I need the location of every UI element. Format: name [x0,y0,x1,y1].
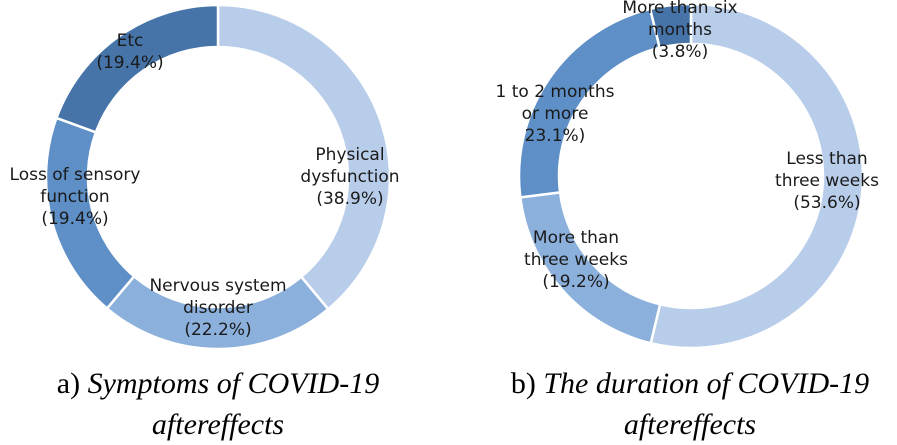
slice-label-line: three weeks [524,250,628,270]
slice-label-a-0: Physical dysfunction (38.9%) [300,145,399,209]
slice-label-line: or more [522,104,589,124]
slice-label-line: months [648,20,712,40]
slice-label-line: (3.8%) [652,42,708,62]
slice-label-line: (22.2%) [184,320,251,340]
slice-label-line: (38.9%) [316,189,383,209]
slice-label-a-2: Loss of sensory function (19.4%) [10,165,141,229]
donut-slice-a-0 [216,3,392,311]
slice-label-line: Nervous system [149,276,286,296]
slice-label-b-1: More than three weeks (19.2%) [524,228,628,292]
donut-slice-b-3 [648,2,693,50]
slice-label-line: (53.6%) [793,193,860,213]
caption-a-title: Symptoms of COVID-19 [88,367,380,400]
slice-label-line: Loss of sensory [10,165,141,185]
caption-b-prefix: b) [511,367,536,400]
slice-label-line: (19.4%) [96,53,163,73]
donut-slice-a-3 [54,3,220,134]
slice-label-line: (19.4%) [41,209,108,229]
slice-label-line: Less than [786,149,867,169]
slice-label-line: More than [533,228,619,248]
caption-a-line2: aftereffects [152,408,284,441]
chart-symptoms: Physical dysfunction (38.9%) Nervous system… [10,3,400,351]
slice-label-a-1: Nervous system disorder (22.2%) [149,276,286,340]
caption-b-title: The duration of COVID-19 [543,367,869,400]
donut-slice-b-0 [649,2,865,350]
slice-label-line: 23.1%) [525,126,586,146]
slice-label-line: dysfunction [300,167,399,187]
slice-label-line: disorder [183,298,253,318]
slice-label-line: (19.2%) [542,272,609,292]
slice-label-b-2: 1 to 2 months or more 23.1%) [496,82,615,146]
slice-label-line: function [40,187,109,207]
slice-label-b-0: Less than three weeks (53.6%) [775,149,879,213]
chart-duration: Less than three weeks (53.6%)More than thre… [496,0,879,350]
slice-label-line: Etc [117,31,144,51]
slice-label-line: More than six [622,0,737,18]
caption-b-line2: aftereffects [624,408,756,441]
slice-label-line: three weeks [775,171,879,191]
caption-a-prefix: a) [57,367,80,400]
slice-label-a-3: Etc (19.4%) [96,31,163,73]
caption-b-line1: b) The duration of COVID-19 [511,367,869,400]
slice-label-line: Physical [315,145,384,165]
caption-a-line1: a) Symptoms of COVID-19 [57,367,379,400]
slice-label-b-3: More than six months (3.8%) [622,0,737,62]
slice-label-line: 1 to 2 months [496,82,615,102]
